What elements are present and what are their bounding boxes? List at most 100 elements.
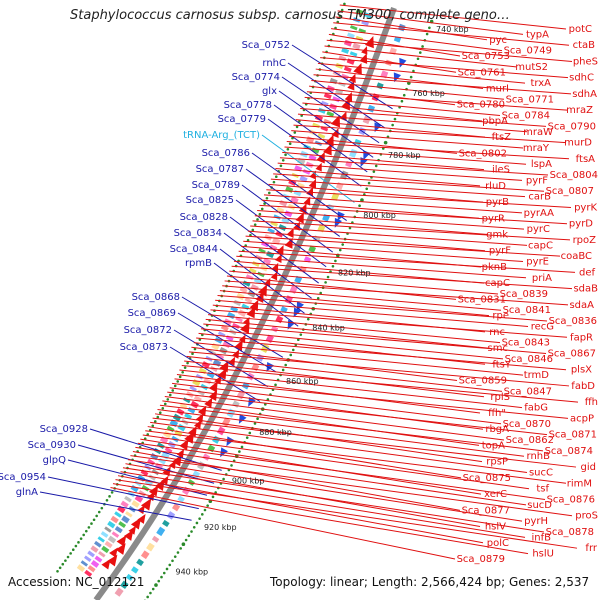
scale-dot <box>365 187 369 191</box>
left-gene-label: Sca_0834 <box>174 228 222 239</box>
scale-dot-outer <box>171 389 175 392</box>
right-gene-label: Sca_0839 <box>500 289 548 300</box>
scale-tick-label: 840 kbp <box>312 324 345 333</box>
right-gene-label: ftsY <box>492 359 511 370</box>
feature-block <box>263 257 272 265</box>
left-gene-label: Sca_0786 <box>202 148 250 159</box>
scale-dot-outer <box>284 153 287 157</box>
reverse-arrow <box>298 203 307 215</box>
right-gene-label: Sca_0804 <box>550 170 598 181</box>
scale-dot <box>266 398 270 401</box>
right-connector <box>302 102 483 122</box>
reverse-arrow <box>295 212 304 224</box>
right-connector <box>145 430 567 484</box>
right-gene-label: infB <box>532 532 552 543</box>
feature-block <box>321 100 329 106</box>
feature-block <box>80 560 89 567</box>
left-gene-label: Sca_0787 <box>196 164 244 175</box>
right-connector-lines <box>110 4 579 560</box>
right-gene-label: mraW <box>523 127 553 138</box>
scale-tick-label: 880 kbp <box>259 428 292 437</box>
scale-dot <box>324 281 327 284</box>
feature-block <box>354 138 362 146</box>
genome-backbone <box>93 6 397 600</box>
feature-block <box>220 324 229 332</box>
left-gene-label: Sca_0873 <box>120 342 168 353</box>
reverse-arrow <box>274 253 282 263</box>
right-gene-label: Sca_0867 <box>548 348 596 359</box>
right-connector <box>210 309 568 338</box>
feature-block <box>138 490 147 497</box>
right-gene-label: sdaA <box>569 300 594 311</box>
reverse-arrow <box>123 529 134 541</box>
feature-block <box>172 413 182 422</box>
reverse-arrow <box>193 420 202 430</box>
right-connector <box>169 387 484 430</box>
scale-dot-outer <box>90 522 93 525</box>
feature-block <box>190 400 199 409</box>
right-gene-label: Sca_0859 <box>459 376 507 387</box>
scale-dot <box>418 51 422 54</box>
feature-block <box>166 511 176 520</box>
reverse-arrow <box>348 73 356 84</box>
right-connector <box>284 146 527 165</box>
scale-dot <box>383 140 388 145</box>
feature-block <box>253 277 262 285</box>
right-gene-label: Sca_0862 <box>506 435 554 446</box>
feature-block <box>317 224 326 233</box>
feature-block <box>90 560 100 568</box>
right-gene-label: ctaB <box>573 40 596 51</box>
right-connector <box>339 4 567 30</box>
right-connector <box>159 404 544 452</box>
feature-block <box>244 297 253 304</box>
reverse-arrow <box>270 271 278 281</box>
feature-block <box>276 206 285 214</box>
scale-dot <box>248 431 252 435</box>
feature-block <box>202 453 211 461</box>
left-gene-label: Sca_0872 <box>124 325 172 336</box>
feature-block <box>120 580 129 590</box>
scale-dot <box>146 595 149 599</box>
scale-dot-outer <box>286 147 290 151</box>
feature-block <box>308 245 317 253</box>
right-gene-label: gid <box>581 462 596 473</box>
scale-dot-outer <box>300 114 303 117</box>
right-connector <box>333 22 570 46</box>
feature-block <box>343 66 352 73</box>
scale-dot-outer <box>69 552 72 555</box>
left-connector <box>287 62 386 129</box>
reverse-arrow <box>155 479 165 491</box>
scale-dot-outer <box>181 370 184 374</box>
right-connector <box>277 162 523 181</box>
scale-dot <box>179 547 182 550</box>
scale-dot-outer <box>153 420 157 423</box>
right-connector <box>293 124 567 144</box>
scale-dot-outer <box>272 180 276 184</box>
left-connector <box>267 118 362 187</box>
right-gene-label: ftsA <box>576 154 595 165</box>
feature-block <box>363 12 372 19</box>
left-gene-label: Sca_0928 <box>40 424 88 435</box>
scale-dot <box>187 534 191 538</box>
feature-block <box>345 160 353 168</box>
scale-dot-outer <box>338 14 342 18</box>
feature-block <box>187 479 195 486</box>
feature-block <box>124 495 132 503</box>
scale-dot <box>173 555 177 558</box>
feature-block <box>350 25 358 31</box>
feature-block <box>323 92 332 100</box>
right-gene-label: sdhA <box>572 89 597 100</box>
scale-dot-outer <box>258 212 262 216</box>
scale-dot-outer <box>168 393 172 397</box>
feature-block <box>326 111 335 117</box>
right-connector <box>322 51 457 73</box>
feature-block <box>331 192 340 201</box>
right-gene-label: Sca_0875 <box>463 473 511 484</box>
left-gene-label: Sca_0868 <box>132 292 180 303</box>
scale-dot-outer <box>251 228 255 232</box>
feature-block <box>125 511 133 518</box>
left-gene-label: Sca_0825 <box>186 195 234 206</box>
right-connector <box>238 250 576 273</box>
scale-dot-outer <box>95 514 98 518</box>
right-connector <box>112 483 529 555</box>
